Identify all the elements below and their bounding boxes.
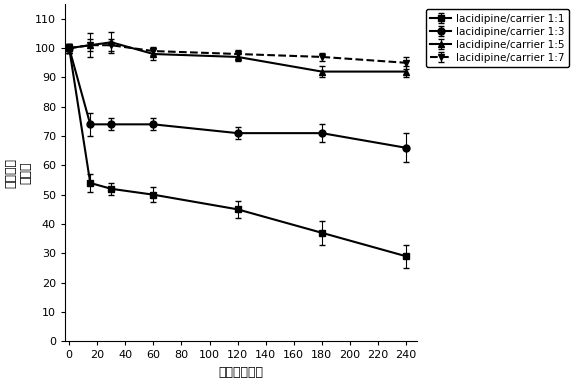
Legend: lacidipine/carrier 1:1, lacidipine/carrier 1:3, lacidipine/carrier 1:5, lacidipi: lacidipine/carrier 1:1, lacidipine/carri… bbox=[426, 9, 569, 67]
Y-axis label: 药物浓度
（％）: 药物浓度 （％） bbox=[4, 158, 32, 188]
X-axis label: 时间（分钟）: 时间（分钟） bbox=[219, 366, 263, 379]
